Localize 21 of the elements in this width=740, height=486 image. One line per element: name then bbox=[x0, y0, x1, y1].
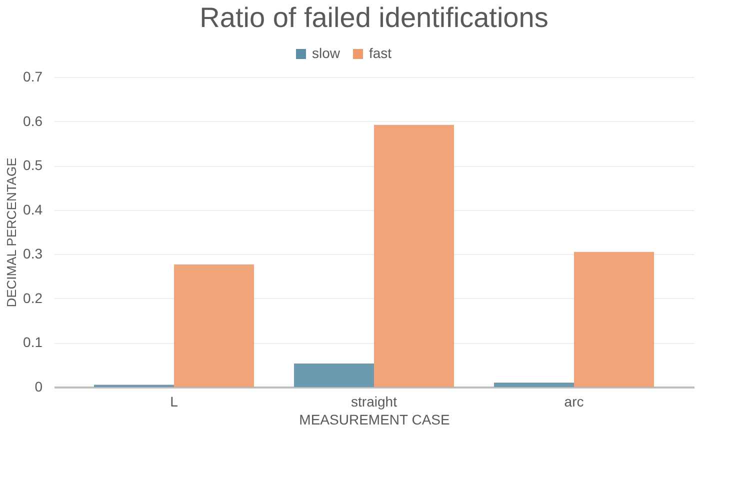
y-tick-label: 0.6 bbox=[23, 112, 43, 129]
y-tick-label: 0.5 bbox=[23, 157, 43, 174]
x-tick-label: straight bbox=[351, 394, 398, 410]
y-tick-label: 0.7 bbox=[23, 68, 43, 84]
y-tick-label: 0.3 bbox=[23, 246, 43, 262]
legend-label: fast bbox=[369, 45, 392, 61]
bar bbox=[574, 252, 654, 387]
bar bbox=[174, 264, 254, 387]
bar bbox=[294, 364, 374, 387]
x-tick-label: arc bbox=[564, 394, 584, 410]
x-tick-label: L bbox=[170, 394, 178, 410]
y-tick-label: 0.2 bbox=[23, 290, 43, 306]
x-axis-title: MEASUREMENT CASE bbox=[299, 412, 450, 428]
y-tick-label: 0.4 bbox=[23, 201, 43, 218]
y-axis-title: DECIMAL PERCENTAGE bbox=[4, 157, 20, 308]
bar bbox=[374, 124, 454, 387]
legend-label: slow bbox=[312, 45, 341, 61]
bar bbox=[494, 382, 574, 387]
y-tick-label: 0.1 bbox=[23, 334, 43, 350]
y-tick-label: 0 bbox=[34, 378, 43, 394]
chart-title: Ratio of failed identifications bbox=[200, 2, 548, 33]
